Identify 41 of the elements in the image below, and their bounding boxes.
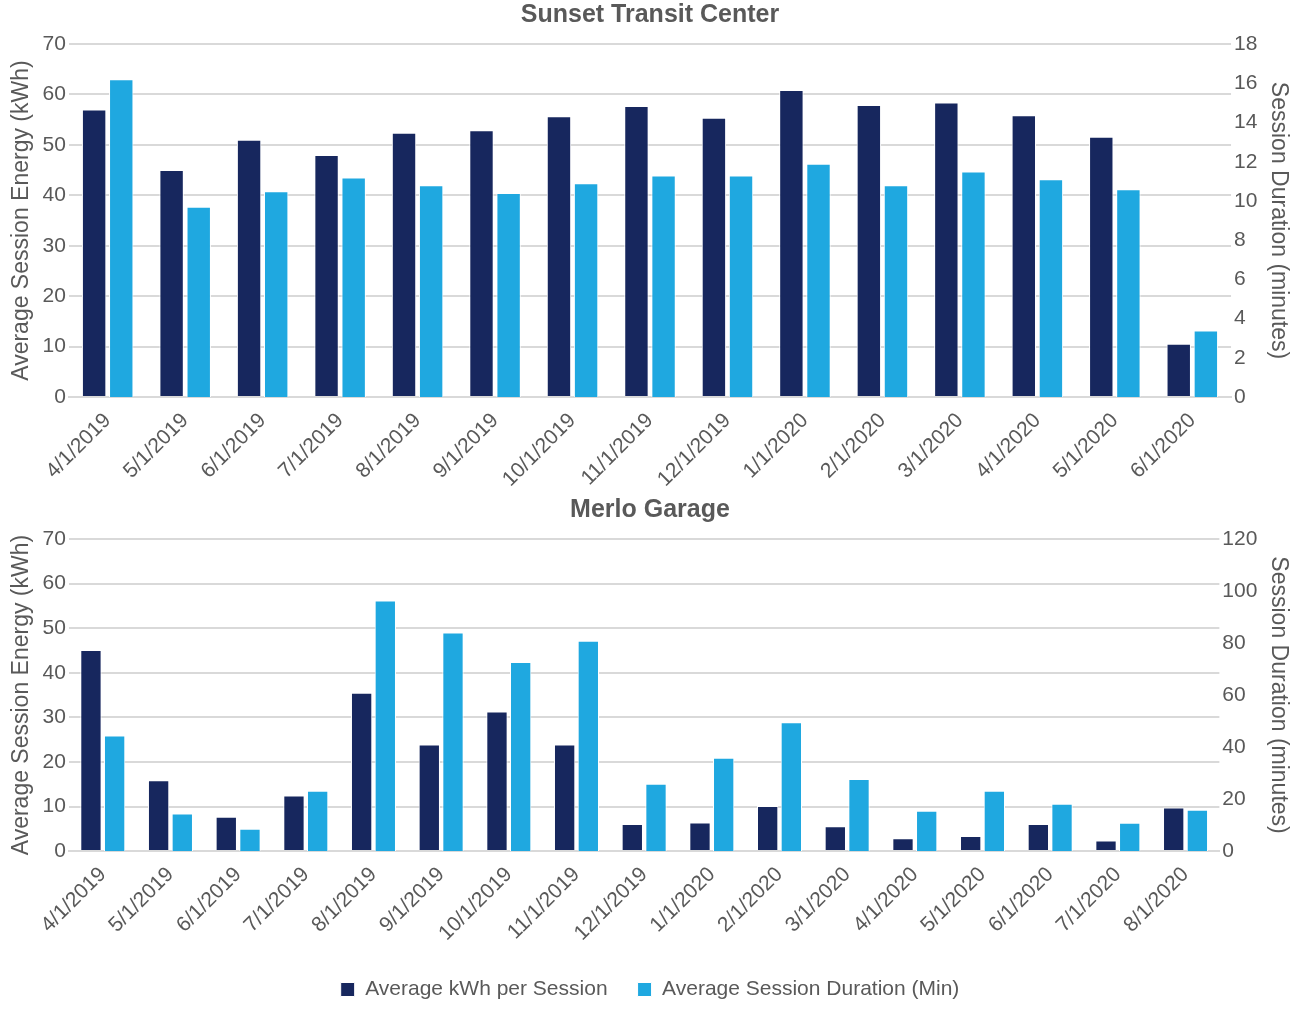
y-tick-label: 10 bbox=[42, 333, 66, 357]
y2-tick-label: 20 bbox=[1222, 785, 1246, 809]
y2-tick-label: 14 bbox=[1234, 109, 1258, 133]
y2-tick-label: 0 bbox=[1234, 383, 1246, 407]
y2-tick-label: 0 bbox=[1222, 837, 1235, 861]
y-axis-title: Average Session Energy (kWh) bbox=[7, 534, 34, 856]
y2-tick-label: 100 bbox=[1222, 577, 1258, 601]
y2-tick-label: 10 bbox=[1234, 187, 1258, 211]
y2-tick-label: 40 bbox=[1222, 733, 1246, 757]
y2-tick-label: 6 bbox=[1234, 266, 1246, 290]
y-tick-label: 60 bbox=[42, 570, 66, 594]
y2-axis-title: Session Duration (minutes) bbox=[1266, 81, 1293, 360]
y-tick-label: 50 bbox=[42, 131, 66, 155]
y-tick-label: 50 bbox=[42, 614, 66, 638]
chart-title: Merlo Garage bbox=[570, 493, 730, 522]
y-tick-label: 40 bbox=[42, 659, 66, 683]
y-tick-label: 30 bbox=[42, 232, 66, 256]
legend-label: Average kWh per Session bbox=[365, 976, 608, 1000]
legend-label: Average Session Duration (Min) bbox=[662, 976, 960, 1000]
y2-tick-label: 8 bbox=[1234, 226, 1246, 250]
y2-tick-label: 12 bbox=[1234, 148, 1258, 172]
y2-tick-label: 60 bbox=[1222, 681, 1246, 705]
y2-tick-label: 16 bbox=[1234, 70, 1258, 94]
y-tick-label: 40 bbox=[42, 182, 66, 206]
y-tick-label: 20 bbox=[42, 748, 66, 772]
y-tick-label: 10 bbox=[42, 793, 66, 817]
y-tick-label: 20 bbox=[42, 283, 66, 307]
y2-tick-label: 80 bbox=[1222, 629, 1246, 653]
y-axis-title: Average Session Energy (kWh) bbox=[7, 60, 34, 381]
y2-tick-label: 120 bbox=[1222, 525, 1258, 549]
chart-title: Sunset Transit Center bbox=[520, 0, 780, 27]
y2-tick-label: 18 bbox=[1234, 30, 1258, 54]
y-tick-label: 0 bbox=[54, 383, 66, 407]
y-tick-label: 60 bbox=[42, 81, 66, 105]
y2-axis-title: Session Duration (minutes) bbox=[1266, 556, 1293, 834]
y-tick-label: 30 bbox=[42, 704, 66, 728]
y-tick-label: 70 bbox=[42, 525, 66, 549]
y-tick-label: 70 bbox=[42, 30, 66, 54]
y2-tick-label: 2 bbox=[1234, 344, 1246, 368]
y2-tick-label: 4 bbox=[1234, 305, 1247, 329]
y-tick-label: 0 bbox=[54, 837, 66, 861]
